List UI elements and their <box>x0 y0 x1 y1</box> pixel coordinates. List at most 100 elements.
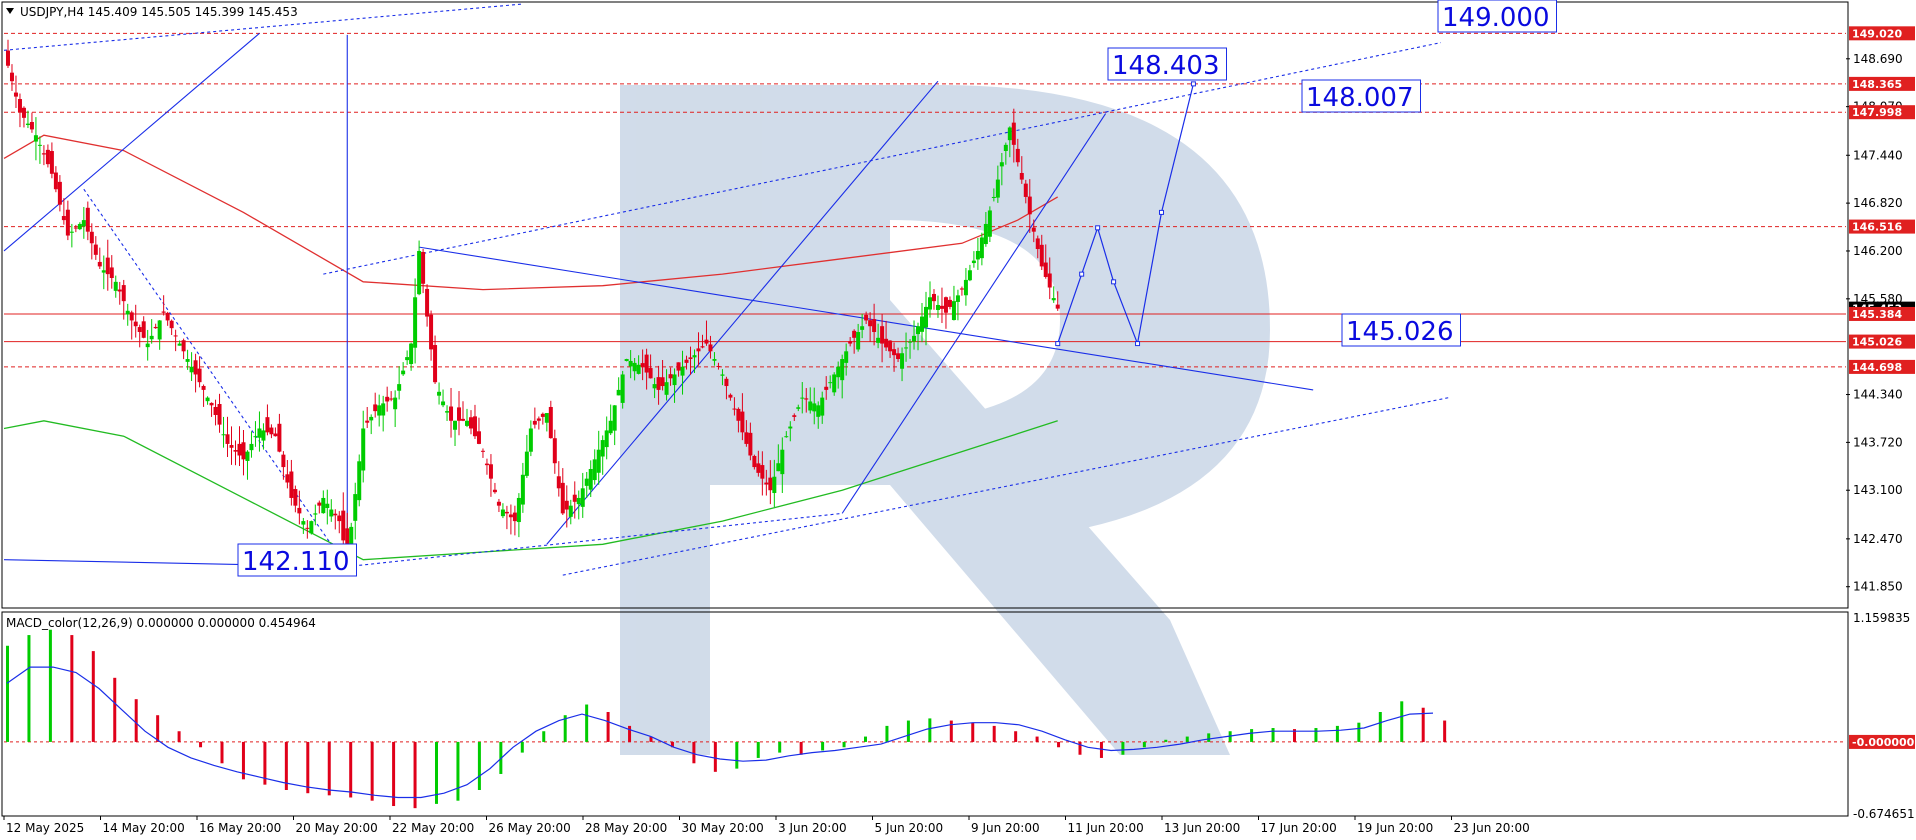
candle <box>820 391 825 424</box>
candle <box>516 493 521 538</box>
candle-body <box>712 359 717 361</box>
macd-bar <box>1250 729 1254 742</box>
candle <box>844 343 849 376</box>
candle-body <box>461 418 466 421</box>
candle-body <box>916 326 921 335</box>
candle <box>480 448 485 458</box>
candle-body <box>872 319 877 333</box>
candle <box>1011 108 1016 163</box>
trend-line <box>3 32 260 252</box>
collapse-triangle-icon[interactable] <box>6 8 14 14</box>
candle-body <box>995 179 1000 198</box>
candle <box>329 499 334 522</box>
candle-body <box>33 135 38 142</box>
candle <box>225 416 230 458</box>
candle-body <box>217 404 222 425</box>
candle-body <box>197 368 202 383</box>
candle-body <box>1055 304 1060 309</box>
candle-body <box>564 500 569 510</box>
candle <box>991 188 996 202</box>
forecast-node <box>1095 225 1101 231</box>
candle-body <box>955 295 960 302</box>
candle-body <box>389 398 394 400</box>
candle <box>249 431 254 458</box>
candle <box>951 285 956 321</box>
x-tick-label: 13 Jun 20:00 <box>1164 821 1240 835</box>
candle <box>768 460 773 505</box>
candle-body <box>249 443 254 451</box>
candle-body <box>373 404 378 412</box>
candle <box>1019 156 1024 184</box>
candle-body <box>385 396 390 402</box>
candle-body <box>688 357 693 360</box>
macd-bar <box>1014 731 1018 742</box>
candle-body <box>824 386 829 390</box>
candle <box>253 421 258 447</box>
candle-body <box>728 394 733 398</box>
trend-line <box>562 397 1449 576</box>
price-callout-box <box>1107 47 1227 81</box>
candle <box>935 295 940 318</box>
candle <box>536 416 541 430</box>
candle <box>77 222 82 231</box>
candle-body <box>225 434 230 444</box>
candle <box>668 367 673 386</box>
level-tag <box>1849 306 1915 321</box>
candle <box>237 426 242 467</box>
macd-bar <box>1164 739 1168 742</box>
candle-body <box>185 359 190 362</box>
candle <box>876 323 881 349</box>
candle-body <box>724 378 729 387</box>
candle <box>740 393 745 441</box>
price-callout: 142.110 <box>242 547 350 577</box>
candle <box>628 350 633 379</box>
candle-body <box>17 99 22 113</box>
candle-body <box>548 406 553 439</box>
forecast-node <box>1135 341 1141 347</box>
candle <box>468 410 473 435</box>
candle-body <box>756 463 761 473</box>
candle-body <box>812 403 817 412</box>
macd-bar <box>27 635 31 742</box>
candle-body <box>169 320 174 329</box>
candle <box>357 454 362 507</box>
candle-body <box>991 196 996 199</box>
candle <box>872 303 877 346</box>
candle <box>185 349 190 370</box>
y-tick-label: 147.440 <box>1853 148 1903 162</box>
macd-bar <box>713 741 717 772</box>
macd-bar <box>971 722 975 742</box>
candle <box>165 311 170 326</box>
macd-bar <box>70 635 74 742</box>
level-tag <box>1849 219 1915 234</box>
candle-body <box>333 513 338 516</box>
candle-body <box>57 181 62 205</box>
candle <box>325 489 330 525</box>
candle-body <box>924 306 929 328</box>
candle <box>620 370 625 409</box>
candle-body <box>820 397 825 416</box>
ma-slow-line <box>3 134 1059 291</box>
candle-body <box>524 451 529 476</box>
candle-body <box>828 382 833 384</box>
candle-body <box>792 415 797 417</box>
candle-body <box>920 316 925 332</box>
candle <box>97 247 102 269</box>
candle <box>85 201 90 241</box>
candle <box>920 302 925 343</box>
candle <box>129 310 134 340</box>
candle <box>113 275 118 298</box>
candle <box>257 411 262 452</box>
symbol-header: USDJPY,H4 145.409 145.505 145.399 145.45… <box>20 5 298 19</box>
level-tag-label: 144.698 <box>1852 361 1902 374</box>
macd-bar <box>1078 741 1082 755</box>
candle <box>556 461 561 497</box>
candle <box>572 481 577 519</box>
candle <box>544 413 549 432</box>
candle <box>409 342 414 371</box>
candle <box>584 471 589 499</box>
candle-body <box>520 474 525 505</box>
candle <box>1039 234 1044 271</box>
candle <box>5 39 10 68</box>
candle <box>21 106 26 128</box>
